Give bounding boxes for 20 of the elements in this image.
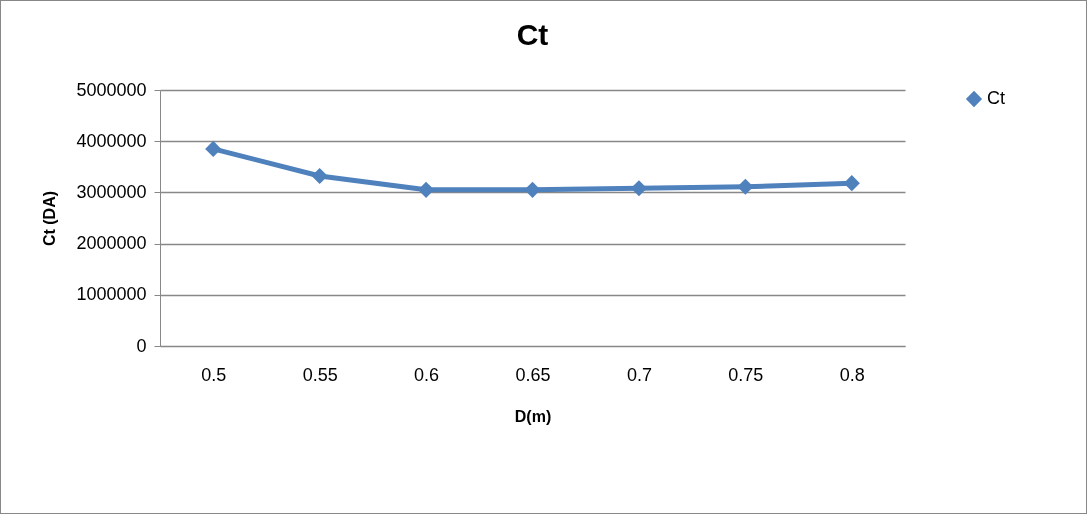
point [524,181,541,198]
y-tick-label: 2000000 [76,233,147,254]
x-tick-label: 0.75 [728,364,764,385]
y-tick-label: 0 [136,335,147,356]
point [311,167,328,185]
x-axis-title: D(m) [514,407,552,425]
point [205,140,222,157]
x-tick-label: 0.7 [626,364,652,385]
legend-label: Ct [987,88,1005,108]
chart-title: Ct [516,18,549,51]
x-tick-label: 0.5 [201,364,227,385]
y-axis-title: Ct (DA) [41,190,59,247]
y-tick-label: 5000000 [76,79,147,100]
x-tick-label: 0.55 [302,364,338,385]
x-tick-label: 0.6 [414,364,440,385]
y-tick-label: 3000000 [76,181,147,202]
x-tick-label: 0.65 [515,364,551,385]
x-tick-label: 0.8 [839,364,865,385]
y-tick-label: 1000000 [76,284,147,305]
y-tick-label: 4000000 [76,130,147,151]
